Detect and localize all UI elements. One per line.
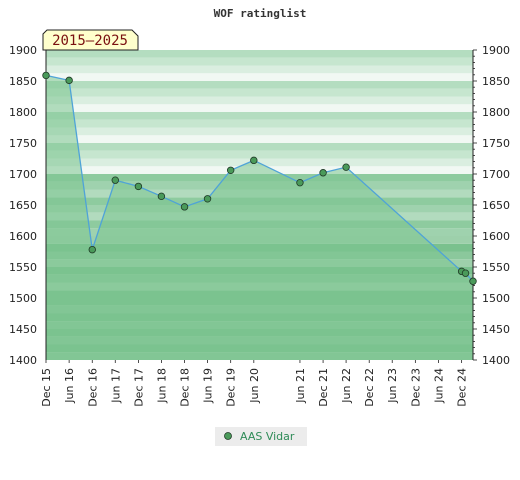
data-point [342,163,350,171]
data-point [296,178,304,187]
background-band [46,127,473,136]
x-tick-label: Jun 21 [294,368,307,404]
x-tick-label: Dec 22 [363,368,376,407]
background-band [46,81,473,89]
y-tick-label-left: 1850 [9,75,37,88]
y-tick-label-right: 1550 [482,261,510,274]
period-label: 2015–2025 [52,33,128,49]
x-tick-label: Dec 15 [40,368,53,407]
data-point [319,169,327,177]
y-tick-label-right: 1700 [482,168,510,181]
y-tick-label-right: 1900 [482,44,510,57]
data-point [469,277,477,285]
y-tick-label-right: 1400 [482,354,510,367]
data-point [88,245,96,254]
background-band [46,57,473,66]
data-point [226,166,235,174]
background-band [46,65,473,74]
y-tick-label-left: 1600 [9,230,37,243]
background-band [46,119,473,128]
x-tick-label: Jun 20 [248,368,261,404]
x-tick-label: Dec 16 [86,368,99,407]
x-tick-label: Jun 18 [155,368,168,404]
y-tick-label-left: 1700 [9,168,37,181]
x-tick-label: Jun 24 [432,368,445,404]
data-point [111,176,119,184]
legend-background [215,427,307,446]
y-tick-label-left: 1650 [9,199,37,212]
y-tick-label-left: 1450 [9,323,37,336]
x-tick-label: Jun 23 [386,368,399,404]
background-band [46,96,473,105]
area-fill-layer [46,75,473,361]
legend-marker-icon [224,432,232,440]
data-point [203,195,212,203]
y-tick-label-right: 1600 [482,230,510,243]
data-point [157,192,166,201]
x-tick-label: Jun 22 [340,368,353,404]
y-tick-label-left: 1800 [9,106,37,119]
background-band [46,158,473,167]
y-tick-label-left: 1500 [9,292,37,305]
y-tick-label-left: 1400 [9,354,37,367]
data-point [42,71,50,80]
x-tick-label: Dec 21 [317,368,330,407]
y-tick-label-right: 1850 [482,75,510,88]
data-point [180,203,189,211]
x-tick-label: Jun 16 [63,368,76,404]
x-tick-label: Jun 19 [202,368,215,404]
x-tick-label: Dec 17 [132,368,145,407]
background-band [46,150,473,159]
x-axis: Dec 15 Jun 16 Dec 16 Jun 17 Dec 17 Jun 18 Dec … [40,360,469,407]
background-band [46,112,473,120]
background-band [46,73,473,81]
series-line [45,74,474,282]
x-tick-label: Dec 23 [409,368,422,407]
period-label-background [42,29,139,51]
x-tick-label: Dec 24 [456,368,469,407]
series-area-fill [46,75,473,361]
background-band [46,104,473,112]
chart-title: WOF ratinglist [214,7,307,20]
period-label-box: 2015–2025 [42,29,139,51]
y-tick-label-right: 1800 [482,106,510,119]
y-tick-label-right: 1450 [482,323,510,336]
background-band [46,143,473,151]
y-tick-label-right: 1500 [482,292,510,305]
y-tick-label-left: 1550 [9,261,37,274]
x-tick-label: Jun 17 [109,368,122,404]
data-point [461,269,470,277]
data-point [134,182,143,191]
series-points-layer [42,71,477,285]
legend[interactable]: AAS Vidar [215,427,307,446]
y-tick-label-right: 1750 [482,137,510,150]
y-axis-left: 1400 1450 1500 1550 1600 1650 1700 1750 1800 1850… [9,44,37,367]
data-point [250,156,258,165]
data-point [65,76,73,85]
y-tick-label-right: 1650 [482,199,510,212]
x-tick-label: Dec 19 [225,368,238,407]
background-band [46,88,473,97]
series-line-layer [45,74,474,282]
x-tick-label: Dec 18 [179,368,192,407]
y-axis-right: 1400 1450 1500 1550 1600 1650 1700 1750 1800 1850… [473,44,510,367]
y-tick-label-left: 1900 [9,44,37,57]
y-tick-label-left: 1750 [9,137,37,150]
legend-item-label: AAS Vidar [240,430,295,443]
background-band [46,50,473,58]
background-band [46,135,473,143]
